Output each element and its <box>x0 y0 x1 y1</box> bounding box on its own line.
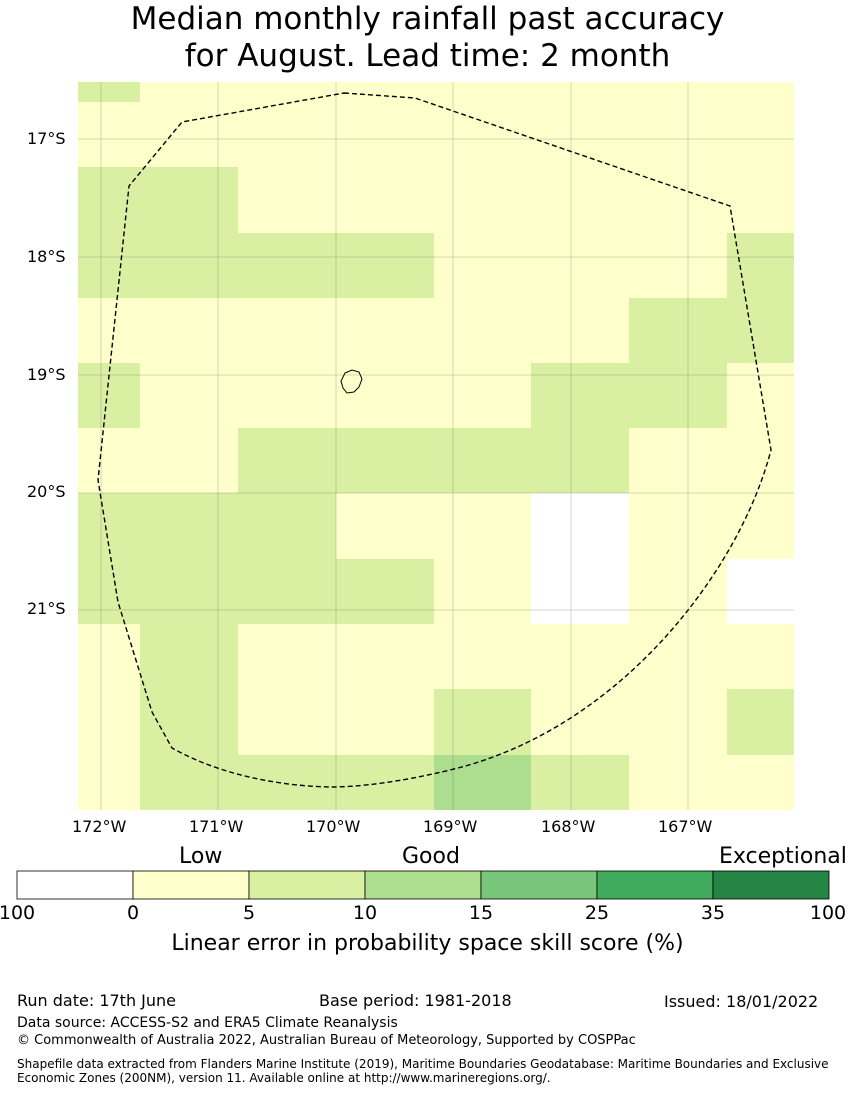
lat-label-18s: 18°S <box>27 247 66 266</box>
skill-cell <box>531 493 629 624</box>
lon-label-168w: 168°W <box>541 817 596 836</box>
skill-cell <box>78 559 434 624</box>
lat-label-21s: 21°S <box>27 599 66 618</box>
lon-label-167w: 167°W <box>658 817 713 836</box>
graticule <box>78 82 794 810</box>
copyright: © Commonwealth of Australia 2022, Austra… <box>17 1033 636 1048</box>
colorbar-category-low: Low <box>179 844 223 869</box>
colorbar-category-exceptional: Exceptional <box>719 844 847 869</box>
colorbar <box>16 870 830 900</box>
skill-cell <box>78 167 238 233</box>
colorbar-swatch <box>248 870 366 900</box>
skill-cell <box>727 559 794 624</box>
colorbar-tick-6: 35 <box>700 902 726 924</box>
skill-cell <box>78 233 434 298</box>
skill-cell <box>140 624 238 810</box>
run-date: Run date: 17th June <box>17 991 177 1010</box>
skill-cell <box>238 428 629 493</box>
data-source: Data source: ACCESS-S2 and ERA5 Climate … <box>17 1015 398 1031</box>
lon-label-172w: 172°W <box>72 817 127 836</box>
colorbar-swatch <box>596 870 714 900</box>
skill-cell <box>629 298 794 363</box>
colorbar-swatch <box>712 870 830 900</box>
shapefile-credit-line-2: Economic Zones (200NM), version 11. Avai… <box>17 1071 551 1085</box>
lat-label-19s: 19°S <box>27 365 66 384</box>
colorbar-category-good: Good <box>402 844 460 869</box>
skill-cell <box>727 233 794 298</box>
map-title-line-2: for August. Lead time: 2 month <box>184 38 671 74</box>
shapefile-credit-line-1: Shapefile data extracted from Flanders M… <box>17 1057 829 1071</box>
skill-cell <box>434 755 531 810</box>
lat-label-20s: 20°S <box>27 482 66 501</box>
issued-date: Issued: 18/01/2022 <box>664 992 819 1011</box>
skill-cell <box>78 82 140 102</box>
colorbar-swatch <box>364 870 482 900</box>
skill-cell <box>434 689 531 755</box>
colorbar-tick-1: 0 <box>126 902 140 924</box>
colorbar-tick-2: 5 <box>242 902 256 924</box>
skill-cell <box>531 363 727 428</box>
skill-grid <box>78 82 794 810</box>
lon-label-170w: 170°W <box>306 817 361 836</box>
colorbar-tick-7: 100 <box>809 902 847 924</box>
colorbar-tick-3: 10 <box>352 902 378 924</box>
colorbar-tick-0: 100 <box>0 902 36 924</box>
colorbar-tick-5: 25 <box>584 902 610 924</box>
skill-cell <box>78 363 140 428</box>
lat-label-17s: 17°S <box>27 129 66 148</box>
skill-cell <box>78 493 336 559</box>
colorbar-swatch <box>132 870 250 900</box>
colorbar-tick-4: 15 <box>468 902 494 924</box>
island-outline <box>340 369 363 394</box>
base-period: Base period: 1981-2018 <box>319 991 512 1010</box>
lon-label-171w: 171°W <box>189 817 244 836</box>
skill-cell <box>531 755 629 810</box>
eez-boundary <box>97 92 772 788</box>
lon-label-169w: 169°W <box>423 817 478 836</box>
colorbar-swatch <box>16 870 134 900</box>
colorbar-label: Linear error in probability space skill … <box>171 931 684 956</box>
skill-cell <box>727 689 794 755</box>
map-title-line-1: Median monthly rainfall past accuracy <box>130 1 725 37</box>
colorbar-swatch <box>480 870 598 900</box>
